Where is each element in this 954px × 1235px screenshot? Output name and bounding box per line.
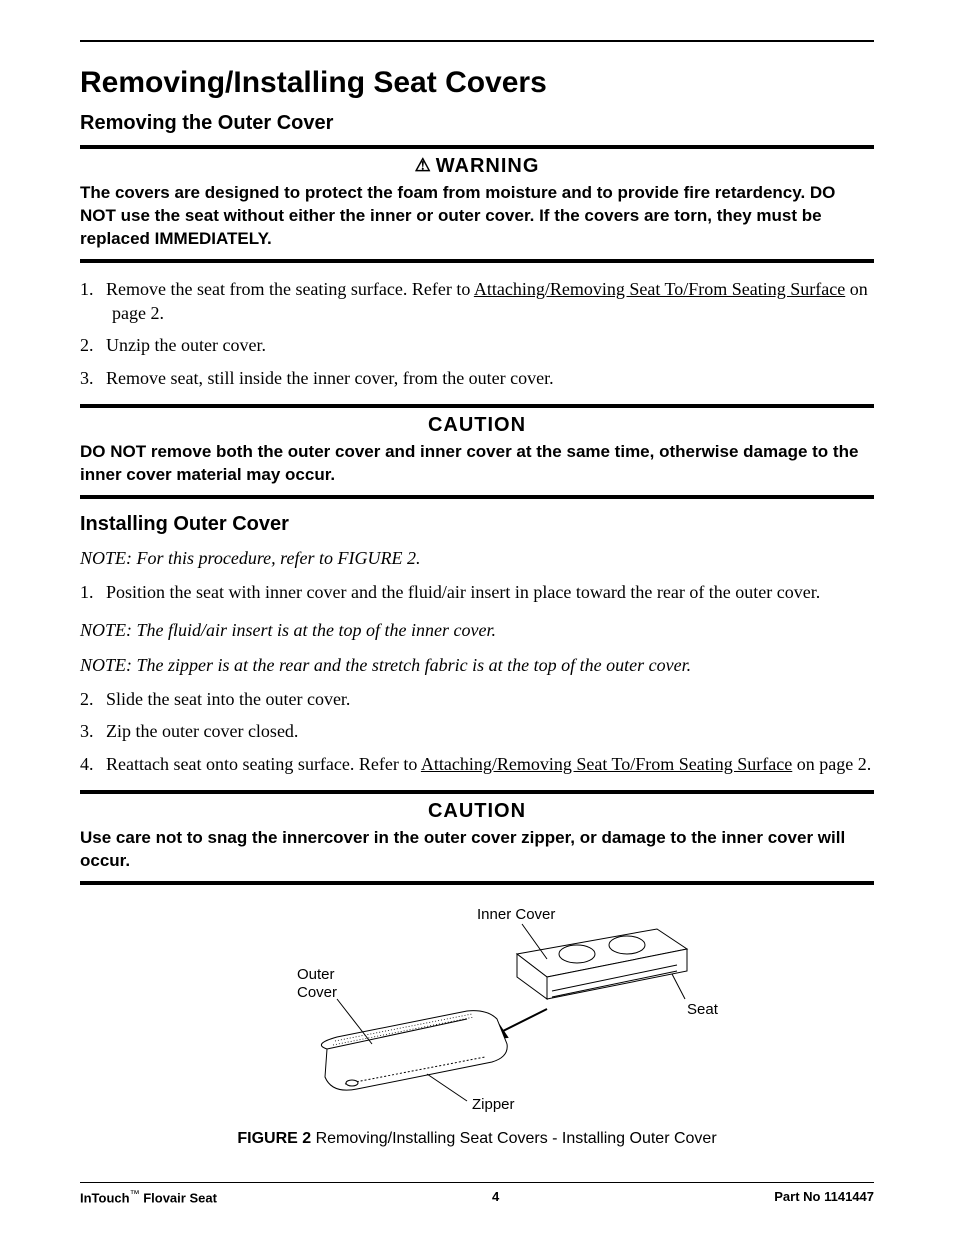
step-1: Remove the seat from the seating surface… [80,277,874,326]
step-3: Remove seat, still inside the inner cove… [80,366,874,390]
note-1: NOTE: For this procedure, refer to FIGUR… [80,546,874,570]
warning-body: The covers are designed to protect the f… [80,182,874,251]
warning-title: ⚠WARNING [80,155,874,178]
install-step-2: Slide the seat into the outer cover. [80,687,874,711]
note-2: NOTE: The fluid/air insert is at the top… [80,618,874,642]
section-heading-installing: Installing Outer Cover [80,513,874,536]
fig-label-outer-1: Outer [297,966,335,983]
section-heading-removing: Removing the Outer Cover [80,112,874,135]
fig-label-seat: Seat [687,1001,719,1018]
install-step-3: Zip the outer cover closed. [80,719,874,743]
page-footer: InTouch™ Flovair Seat 4 Part No 1141447 [80,1182,874,1205]
installing-steps-1: Position the seat with inner cover and t… [80,580,874,604]
footer-part-no: Part No 1141447 [774,1189,874,1205]
xref-attach-remove-1[interactable]: Attaching/Removing Seat To/From Seating … [474,279,845,299]
step-2: Unzip the outer cover. [80,333,874,357]
fig-label-outer-2: Cover [297,984,337,1001]
warning-box: ⚠WARNING The covers are designed to prot… [80,145,874,263]
xref-attach-remove-2[interactable]: Attaching/Removing Seat To/From Seating … [421,754,792,774]
figure-2-svg: Inner Cover Outer Cover Seat Zipper [217,899,737,1119]
fig-label-inner: Inner Cover [477,906,555,923]
warning-icon: ⚠ [415,155,432,176]
figure-caption-text: Removing/Installing Seat Covers - Instal… [311,1130,717,1147]
note-3: NOTE: The zipper is at the rear and the … [80,653,874,677]
fig-label-zipper: Zipper [472,1096,515,1113]
install-step-4: Reattach seat onto seating surface. Refe… [80,752,874,776]
footer-left: InTouch™ Flovair Seat [80,1189,217,1205]
caution-box-1: CAUTION DO NOT remove both the outer cov… [80,404,874,499]
figure-2: Inner Cover Outer Cover Seat Zipper FIGU… [80,899,874,1148]
caution-body-1: DO NOT remove both the outer cover and i… [80,441,874,487]
removing-steps: Remove the seat from the seating surface… [80,277,874,390]
figure-caption-label: FIGURE 2 [237,1130,311,1147]
install-step-1: Position the seat with inner cover and t… [80,580,874,604]
caution-title-2: CAUTION [80,800,874,823]
installing-steps-2: Slide the seat into the outer cover. Zip… [80,687,874,776]
caution-box-2: CAUTION Use care not to snag the innerco… [80,790,874,885]
footer-page-number: 4 [492,1189,499,1205]
warning-label: WARNING [436,155,540,177]
top-rule [80,40,874,42]
caution-body-2: Use care not to snag the innercover in t… [80,827,874,873]
page-title: Removing/Installing Seat Covers [80,66,874,100]
figure-caption: FIGURE 2 Removing/Installing Seat Covers… [80,1130,874,1148]
caution-title-1: CAUTION [80,414,874,437]
